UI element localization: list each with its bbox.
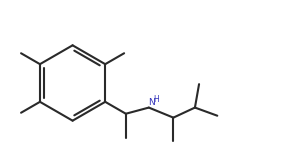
- Text: H: H: [153, 95, 159, 104]
- Text: N: N: [149, 98, 155, 107]
